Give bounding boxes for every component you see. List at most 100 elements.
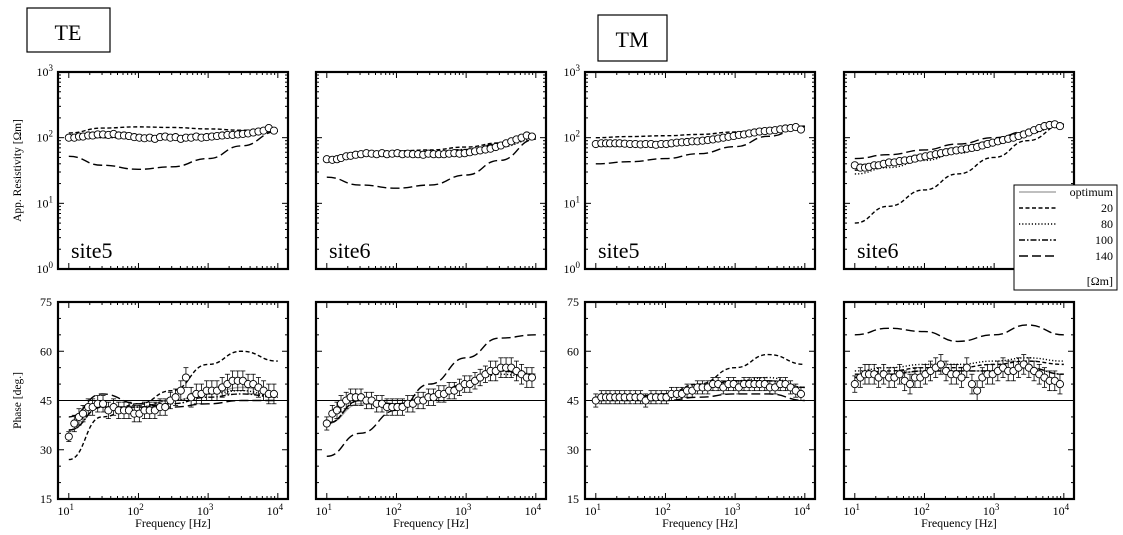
x-axis-label: Frequency [Hz] [393,516,469,530]
y-tick-exponent: 3 [576,63,581,73]
legend-label: 100 [1095,233,1113,247]
x-axis-label: Frequency [Hz] [662,516,738,530]
data-point [78,409,88,418]
series-20 [68,350,278,461]
x-axis-label: Frequency [Hz] [135,516,211,530]
plot-area [591,123,806,165]
x-tick-exponent: 1 [328,502,333,512]
data-point [161,403,170,412]
series-140 [595,125,805,165]
x-tick-exponent: 1 [70,502,75,512]
x-tick-exponent: 1 [856,502,861,512]
y-tick-label: 100 [564,260,581,276]
plot-area [844,324,1074,401]
data-point [269,389,279,398]
chart-legend: optimum 20 80 100 140 [Ωm] [1013,184,1118,291]
y-tick-label: 101 [37,194,54,210]
data-point [332,406,342,415]
y-tick-label: 60 [567,344,579,358]
y-tick-label: 60 [40,344,52,358]
y-tick-exponent: 2 [576,129,581,139]
data-point [171,393,180,402]
te-label: TE [55,20,82,45]
tm-label: TM [616,27,649,52]
data-point [796,125,806,134]
y-tick-label: 103 [37,63,54,79]
data-point [64,432,73,441]
data-point [905,380,915,389]
y-tick-label: 75 [40,295,52,309]
observed-data [322,357,537,431]
data-point [850,380,859,389]
y-tick-label: 15 [40,492,52,506]
series-140 [326,334,536,458]
x-tick-label: 101 [316,502,333,518]
legend-label: 140 [1095,249,1113,263]
y-tick-label: 102 [37,129,54,145]
y-axis-label: App. Resistivity [Ωm] [12,119,24,222]
series-140 [68,393,278,418]
observed-data [591,377,806,408]
te-label-box [26,7,111,53]
plot-area [322,131,537,189]
site-label: site5 [71,238,113,263]
y-tick-label: 75 [567,295,579,309]
legend-box [1013,184,1118,291]
y-tick-exponent: 0 [49,260,54,270]
data-point [936,360,945,369]
site-label: site6 [857,238,899,263]
legend-label: 20 [1101,201,1113,215]
panel-te-site6-resistivity: site6 [314,70,548,271]
x-tick-label: 104 [267,502,284,518]
y-tick-label: 45 [40,394,52,408]
y-tick-exponent: 3 [49,63,54,73]
x-tick-exponent: 4 [1065,502,1070,512]
x-tick-label: 101 [844,502,861,518]
legend-label: 80 [1101,217,1113,231]
x-tick-exponent: 2 [925,502,930,512]
data-point [895,370,904,379]
data-point [527,373,537,382]
series-20 [854,360,1064,375]
data-point [1055,380,1065,389]
x-tick-exponent: 4 [279,502,284,512]
x-tick-label: 104 [1053,502,1070,518]
data-point [181,373,190,382]
series-20 [854,123,1064,224]
plot-area [64,124,279,170]
y-tick-label: 101 [564,194,581,210]
plot-frame [314,70,548,271]
x-tick-label: 104 [794,502,811,518]
y-tick-label: 103 [564,63,581,79]
x-tick-exponent: 2 [397,502,402,512]
x-tick-exponent: 1 [597,502,602,512]
y-tick-label: 15 [567,492,579,506]
x-tick-exponent: 3 [736,502,741,512]
data-point [98,399,108,408]
x-tick-label: 104 [525,502,542,518]
series-140 [326,138,536,189]
observed-data [322,131,537,164]
x-axis-label: Frequency [Hz] [921,516,997,530]
plot-frame [56,70,290,271]
data-point [967,380,976,389]
data-point [176,386,185,395]
site-label: site6 [329,238,371,263]
x-tick-exponent: 2 [139,502,144,512]
data-point [962,363,971,372]
data-point [973,386,982,395]
plot-area [58,350,288,461]
x-tick-exponent: 4 [537,502,542,512]
y-tick-label: 30 [40,443,52,457]
data-point [269,126,279,135]
panel-tm-site6-resistivity: site6 [842,70,1076,271]
observed-data [850,354,1065,401]
y-tick-exponent: 2 [49,129,54,139]
